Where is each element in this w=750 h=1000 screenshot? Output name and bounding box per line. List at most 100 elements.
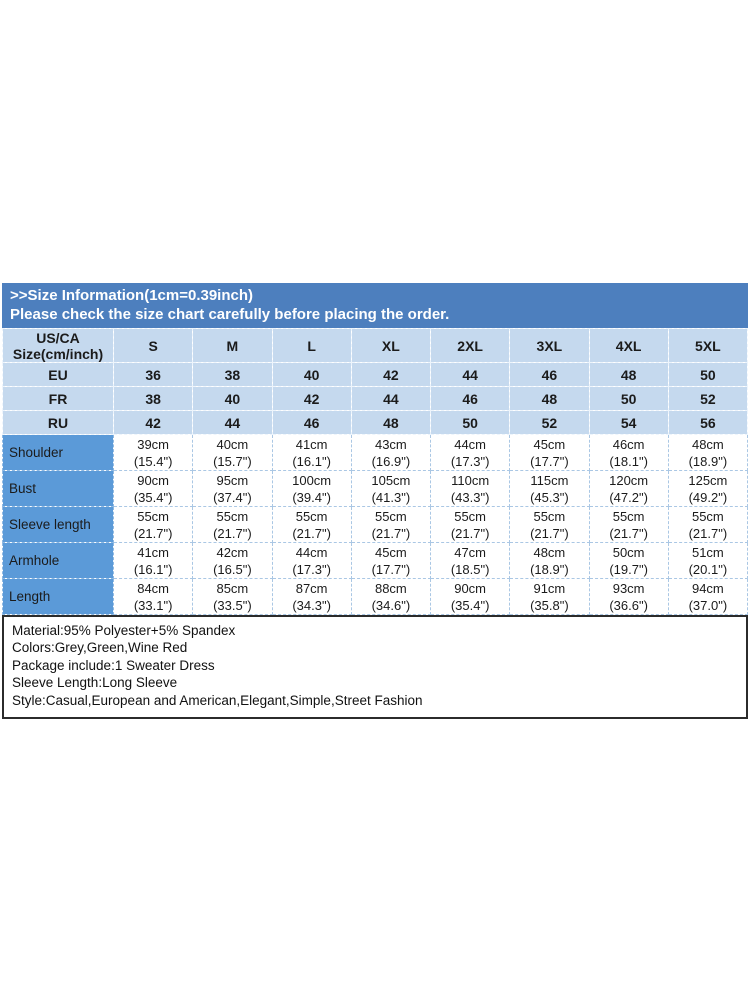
size-region-label: EU <box>2 362 114 387</box>
measurement-value-cell: 42cm (16.5") <box>192 542 273 579</box>
value-cm: 93cm <box>612 580 645 596</box>
table-header-row: US/CA Size(cm/inch) S M L XL 2XL 3XL 4XL 5XL <box>2 328 749 363</box>
size-column-header: L <box>271 328 352 363</box>
value-cm: 55cm <box>295 508 328 524</box>
measurement-value-cell: 93cm (36.6") <box>588 578 669 615</box>
value-inch: (21.7") <box>530 525 569 541</box>
value-cm: 120cm <box>609 472 649 488</box>
info-colors: Colors:Grey,Green,Wine Red <box>12 640 188 656</box>
value-cm: 41cm <box>295 436 328 452</box>
size-region-label: RU <box>2 410 114 435</box>
measurement-value-cell: 115cm (45.3") <box>509 470 590 507</box>
measurement-value-cell: 55cm (21.7") <box>429 506 511 543</box>
size-column-header: 4XL <box>588 328 669 363</box>
value-inch: (37.4") <box>213 489 252 505</box>
size-value-cell: 36 <box>112 362 194 387</box>
size-value-cell: 54 <box>588 410 669 435</box>
measurement-value-cell: 87cm (34.3") <box>271 578 352 615</box>
value-inch: (35.4") <box>450 597 490 613</box>
value-inch: (17.3") <box>450 453 490 469</box>
value-cm: 45cm <box>533 436 566 452</box>
value-inch: (21.7") <box>371 525 411 541</box>
measurement-value-cell: 95cm (37.4") <box>192 470 273 507</box>
value-inch: (34.3") <box>292 597 331 613</box>
size-value-cell: 46 <box>509 362 590 387</box>
value-inch: (45.3") <box>530 489 569 505</box>
value-inch: (17.7") <box>371 561 411 577</box>
measurement-value-cell: 50cm (19.7") <box>588 542 669 579</box>
value-inch: (21.7") <box>450 525 490 541</box>
info-package: Package include:1 Sweater Dress <box>12 657 215 673</box>
value-inch: (15.7") <box>213 453 252 469</box>
value-inch: (39.4") <box>292 489 331 505</box>
size-value-cell: 38 <box>112 386 194 411</box>
value-inch: (16.9") <box>371 453 411 469</box>
size-value-cell: 44 <box>429 362 511 387</box>
value-cm: 125cm <box>688 472 728 488</box>
value-inch: (15.4") <box>133 453 173 469</box>
value-cm: 48cm <box>533 544 566 560</box>
measurement-value-cell: 55cm (21.7") <box>192 506 273 543</box>
value-inch: (21.7") <box>609 525 648 541</box>
size-conversion-row: EU 36 38 40 42 44 46 48 50 <box>2 362 749 387</box>
value-cm: 115cm <box>530 472 569 488</box>
size-column-header: 2XL <box>429 328 511 363</box>
measurement-value-cell: 105cm (41.3") <box>350 470 432 507</box>
measurement-value-cell: 55cm (21.7") <box>667 506 749 543</box>
size-value-cell: 48 <box>588 362 669 387</box>
value-inch: (16.5") <box>213 561 252 577</box>
measurement-value-cell: 88cm (34.6") <box>350 578 432 615</box>
value-cm: 48cm <box>691 436 724 452</box>
value-cm: 84cm <box>137 580 170 596</box>
size-table: US/CA Size(cm/inch) S M L XL 2XL 3XL 4XL 5XL EU 36 3… <box>2 328 749 615</box>
measurement-value-cell: 40cm (15.7") <box>192 434 273 471</box>
value-cm: 44cm <box>295 544 328 560</box>
value-cm: 85cm <box>216 580 249 596</box>
value-cm: 95cm <box>216 472 249 488</box>
value-inch: (33.5") <box>213 597 252 613</box>
value-cm: 42cm <box>216 544 249 560</box>
value-cm: 46cm <box>612 436 645 452</box>
corner-header-line1: US/CA <box>36 329 80 346</box>
measurement-value-cell: 44cm (17.3") <box>429 434 511 471</box>
size-info-banner: >>Size Information(1cm=0.39inch) Please … <box>2 283 748 328</box>
value-cm: 105cm <box>371 472 411 488</box>
value-cm: 55cm <box>533 508 566 524</box>
value-inch: (21.7") <box>292 525 331 541</box>
value-cm: 51cm <box>691 544 724 560</box>
value-inch: (19.7") <box>609 561 648 577</box>
value-inch: (43.3") <box>450 489 490 505</box>
value-cm: 100cm <box>292 472 332 488</box>
size-value-cell: 48 <box>350 410 432 435</box>
measurement-value-cell: 91cm (35.8") <box>509 578 590 615</box>
size-value-cell: 56 <box>667 410 749 435</box>
measurement-label: Armhole <box>2 542 114 579</box>
value-inch: (18.5") <box>450 561 490 577</box>
value-cm: 55cm <box>137 508 170 524</box>
size-value-cell: 42 <box>350 362 432 387</box>
value-inch: (21.7") <box>133 525 173 541</box>
measurement-value-cell: 85cm (33.5") <box>192 578 273 615</box>
measurement-value-cell: 48cm (18.9") <box>509 542 590 579</box>
value-cm: 55cm <box>612 508 645 524</box>
value-inch: (18.9") <box>530 561 569 577</box>
measurement-value-cell: 48cm (18.9") <box>667 434 749 471</box>
size-value-cell: 44 <box>350 386 432 411</box>
product-info-box: Material:95% Polyester+5% Spandex Colors… <box>2 615 748 719</box>
value-cm: 47cm <box>454 544 487 560</box>
size-value-cell: 42 <box>271 386 352 411</box>
measurement-value-cell: 55cm (21.7") <box>271 506 352 543</box>
measurement-label: Shoulder <box>2 434 114 471</box>
size-value-cell: 52 <box>667 386 749 411</box>
size-value-cell: 46 <box>429 386 511 411</box>
value-cm: 44cm <box>454 436 487 452</box>
measurement-value-cell: 90cm (35.4") <box>429 578 511 615</box>
measurement-value-cell: 55cm (21.7") <box>112 506 194 543</box>
value-inch: (16.1") <box>292 453 331 469</box>
value-inch: (35.8") <box>530 597 569 613</box>
value-cm: 55cm <box>691 508 724 524</box>
value-cm: 39cm <box>137 436 170 452</box>
value-inch: (16.1") <box>133 561 173 577</box>
measurement-row: Shoulder 39cm (15.4") 40cm (15.7") 41cm (16.1"… <box>2 434 749 471</box>
size-value-cell: 40 <box>271 362 352 387</box>
